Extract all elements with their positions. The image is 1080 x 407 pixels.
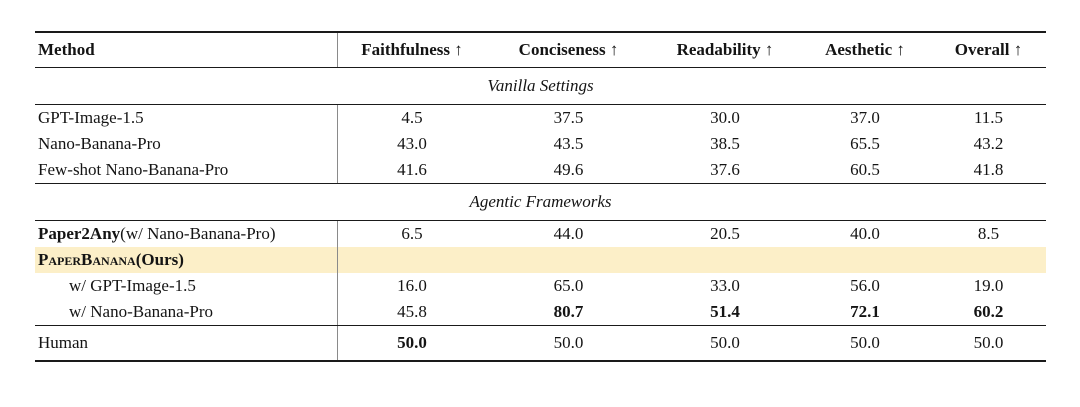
value-cell: 19.0: [973, 275, 1004, 295]
table-row: Nano-Banana-Pro 43.0 43.5 38.5 65.5 43.2: [35, 131, 1046, 157]
method-name-segment: GPT-Image-1.5: [38, 107, 144, 127]
table-footer: Human 50.0 50.0 50.0 50.0 50.0: [35, 325, 1046, 360]
value-cell: 37.6: [710, 159, 740, 179]
value-cell: 50.0: [710, 332, 740, 352]
value-cell: 41.8: [973, 159, 1004, 179]
value-cell: 56.0: [850, 275, 880, 295]
method-cell: w/ Nano-Banana-Pro: [35, 299, 338, 325]
value-cell: 38.5: [710, 133, 740, 153]
table-row: w/ Nano-Banana-Pro 45.8 80.7 51.4 72.1 60.2: [35, 299, 1046, 325]
column-header-readability: Readability ↑: [676, 39, 774, 59]
column-header-aesthetic: Aesthetic ↑: [825, 39, 905, 59]
value-cell: 16.0: [397, 275, 427, 295]
value-cell: 20.5: [710, 223, 740, 243]
value-cell: 50.0: [397, 332, 427, 352]
value-cell: 43.5: [553, 133, 584, 153]
value-cell: 72.1: [850, 301, 880, 321]
value-cell: 8.5: [977, 223, 1000, 243]
table-row: GPT-Image-1.5 4.5 37.5 30.0 37.0 11.5: [35, 105, 1046, 131]
value-cell: 37.0: [850, 107, 880, 127]
value-cell: 44.0: [553, 223, 584, 243]
table-row: w/ GPT-Image-1.5 16.0 65.0 33.0 56.0 19.0: [35, 273, 1046, 299]
table-header-row: Method Faithfulness ↑ Conciseness ↑ Read…: [35, 33, 1046, 68]
value-cell: 40.0: [850, 223, 880, 243]
method-name-segment: Few-shot Nano-Banana-Pro: [38, 159, 229, 179]
value-cell: 45.8: [397, 301, 427, 321]
method-cell: Nano-Banana-Pro: [35, 131, 338, 157]
table-row: Human 50.0 50.0 50.0 50.0 50.0: [35, 326, 1046, 360]
method-name-segment: (w/ Nano-Banana-Pro): [120, 223, 276, 243]
value-cell: 43.0: [397, 133, 427, 153]
method-cell: PaperBanana (Ours): [35, 247, 338, 273]
value-cell: 65.0: [553, 275, 584, 295]
value-cell: 11.5: [973, 107, 1004, 127]
method-cell: Human: [35, 326, 338, 360]
value-cell: 65.5: [850, 133, 880, 153]
section-title: Vanilla Settings: [487, 75, 594, 95]
method-name-segment: Human: [38, 332, 89, 352]
section-title-row: Vanilla Settings: [35, 68, 1046, 105]
column-header-method: Method: [35, 33, 338, 67]
results-table: Method Faithfulness ↑ Conciseness ↑ Read…: [35, 31, 1046, 362]
method-name-segment: Nano-Banana-Pro: [38, 133, 161, 153]
value-cell: 30.0: [710, 107, 740, 127]
value-cell: 60.2: [973, 301, 1004, 321]
value-cell: 43.2: [973, 133, 1004, 153]
value-cell: 49.6: [553, 159, 584, 179]
table-row: Paper2Any (w/ Nano-Banana-Pro) 6.5 44.0 20.…: [35, 221, 1046, 247]
section-title-row: Agentic Frameworks: [35, 184, 1046, 221]
value-cell: 80.7: [553, 301, 584, 321]
value-cell: 6.5: [401, 223, 423, 243]
value-cell: 51.4: [710, 301, 740, 321]
method-cell: GPT-Image-1.5: [35, 105, 338, 131]
value-cell: 41.6: [397, 159, 427, 179]
value-cell: 60.5: [850, 159, 880, 179]
column-header-overall: Overall ↑: [954, 39, 1023, 59]
value-cell: 50.0: [850, 332, 880, 352]
method-name-segment: PaperBanana: [38, 249, 136, 269]
method-name-segment: w/ GPT-Image-1.5: [69, 275, 196, 295]
method-cell: w/ GPT-Image-1.5: [35, 273, 338, 299]
table-row: Few-shot Nano-Banana-Pro 41.6 49.6 37.6 60.5…: [35, 157, 1046, 183]
table-row: PaperBanana (Ours): [35, 247, 1046, 273]
table-section: Vanilla Settings GPT-Image-1.5 4.5 37.5 30.0…: [35, 68, 1046, 183]
value-cell: 37.5: [553, 107, 584, 127]
section-title: Agentic Frameworks: [469, 191, 612, 211]
table-body: Vanilla Settings GPT-Image-1.5 4.5 37.5 30.0…: [35, 68, 1046, 360]
column-header-conciseness: Conciseness ↑: [518, 39, 619, 59]
value-cell: 4.5: [401, 107, 423, 127]
method-name-segment: Paper2Any: [38, 223, 121, 243]
column-header-faithfulness: Faithfulness ↑: [361, 39, 463, 59]
method-name-segment: (Ours): [135, 249, 184, 269]
value-cell: 50.0: [553, 332, 584, 352]
table-section: Agentic Frameworks Paper2Any (w/ Nano-Ban…: [35, 183, 1046, 325]
method-cell: Few-shot Nano-Banana-Pro: [35, 157, 338, 183]
value-cell: 50.0: [973, 332, 1004, 352]
method-cell: Paper2Any (w/ Nano-Banana-Pro): [35, 221, 338, 247]
method-name-segment: w/ Nano-Banana-Pro: [69, 301, 213, 321]
value-cell: 33.0: [710, 275, 740, 295]
